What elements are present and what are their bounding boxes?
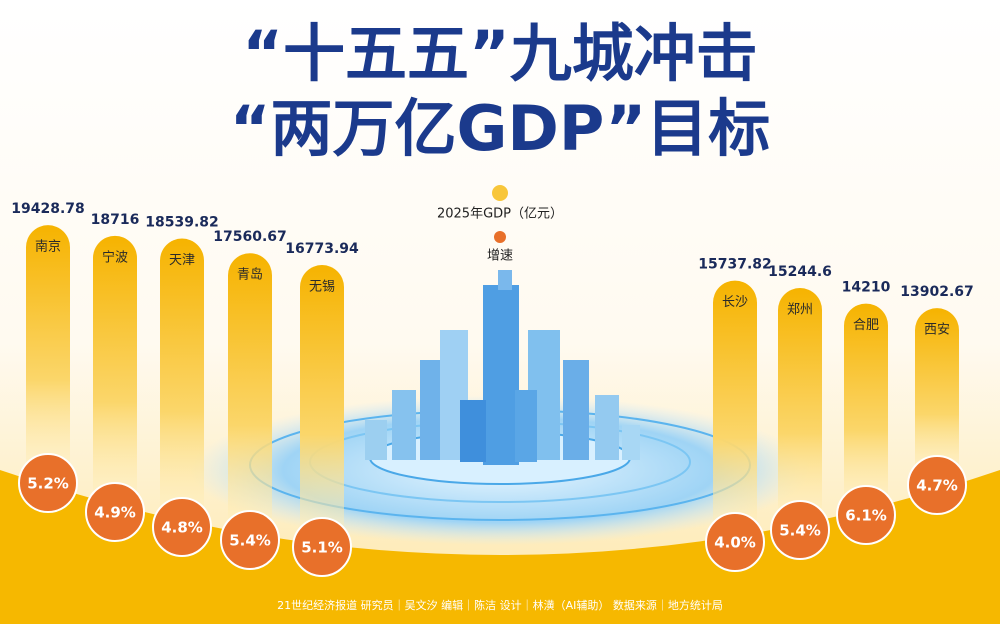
value-label: 18716: [91, 212, 140, 228]
value-label: 13902.67: [900, 284, 974, 300]
rate-dot: [705, 512, 765, 572]
rate-dot: [292, 517, 352, 577]
category-label: 宁波: [102, 249, 128, 265]
bar: [713, 280, 757, 542]
legend-label: 增速: [487, 249, 513, 264]
rate-dot: [907, 455, 967, 515]
legend-swatch: [494, 231, 506, 243]
category-label: 无锡: [309, 280, 335, 295]
value-label: 18539.82: [145, 215, 219, 231]
rate-label: 4.7%: [916, 477, 958, 495]
bar: [228, 253, 272, 540]
skyline: [190, 270, 810, 545]
rate-label: 5.4%: [229, 532, 271, 550]
rate-dot: [220, 510, 280, 570]
rate-label: 4.8%: [161, 519, 203, 537]
rate-label: 4.0%: [714, 534, 756, 552]
bar: [160, 238, 204, 527]
value-label: 19428.78: [11, 201, 85, 217]
bar: [778, 288, 822, 530]
bottom-band: [0, 470, 1000, 624]
bar: [26, 225, 70, 483]
rate-label: 5.4%: [779, 522, 821, 540]
title-line: “两万亿GDP”目标: [230, 92, 770, 165]
value-label: 17560.67: [213, 229, 287, 245]
value-label: 15244.6: [768, 264, 832, 280]
rate-dot: [836, 485, 896, 545]
category-label: 青岛: [237, 267, 263, 283]
bar: [93, 235, 137, 512]
value-label: 14210: [842, 280, 891, 296]
bar: [915, 308, 959, 485]
category-label: 天津: [169, 253, 195, 268]
value-label: 16773.94: [285, 241, 359, 257]
bar: [844, 303, 888, 515]
title-line: “十五五”九城冲击: [242, 17, 758, 90]
rate-label: 5.1%: [301, 539, 343, 557]
category-label: 合肥: [853, 318, 879, 333]
rate-dot: [770, 500, 830, 560]
legend-swatch: [492, 185, 508, 201]
bar: [300, 265, 344, 547]
category-label: 长沙: [722, 295, 748, 310]
rate-dot: [18, 453, 78, 513]
rate-label: 5.2%: [27, 475, 69, 493]
rate-dot: [85, 482, 145, 542]
value-label: 15737.82: [698, 257, 772, 273]
category-label: 郑州: [787, 303, 813, 318]
legend-label: 2025年GDP（亿元）: [437, 207, 563, 222]
rate-label: 6.1%: [845, 507, 887, 525]
category-label: 南京: [35, 239, 61, 255]
rate-dot: [152, 497, 212, 557]
category-label: 西安: [924, 323, 950, 338]
credits: 21世纪经济报道 研究员｜吴文汐 编辑｜陈洁 设计｜林潢（AI辅助） 数据来源｜…: [277, 598, 723, 612]
rate-label: 4.9%: [94, 504, 136, 522]
